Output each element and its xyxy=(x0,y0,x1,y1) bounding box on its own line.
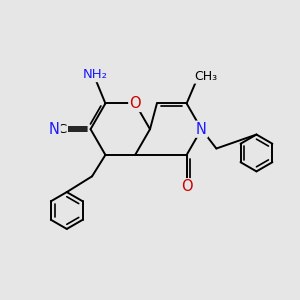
Text: O: O xyxy=(129,96,141,111)
Text: CH₃: CH₃ xyxy=(194,70,217,83)
Text: O: O xyxy=(181,179,192,194)
Text: N: N xyxy=(49,122,60,137)
Text: C: C xyxy=(58,123,67,136)
Text: N: N xyxy=(196,122,207,137)
Text: NH₂: NH₂ xyxy=(82,68,107,81)
